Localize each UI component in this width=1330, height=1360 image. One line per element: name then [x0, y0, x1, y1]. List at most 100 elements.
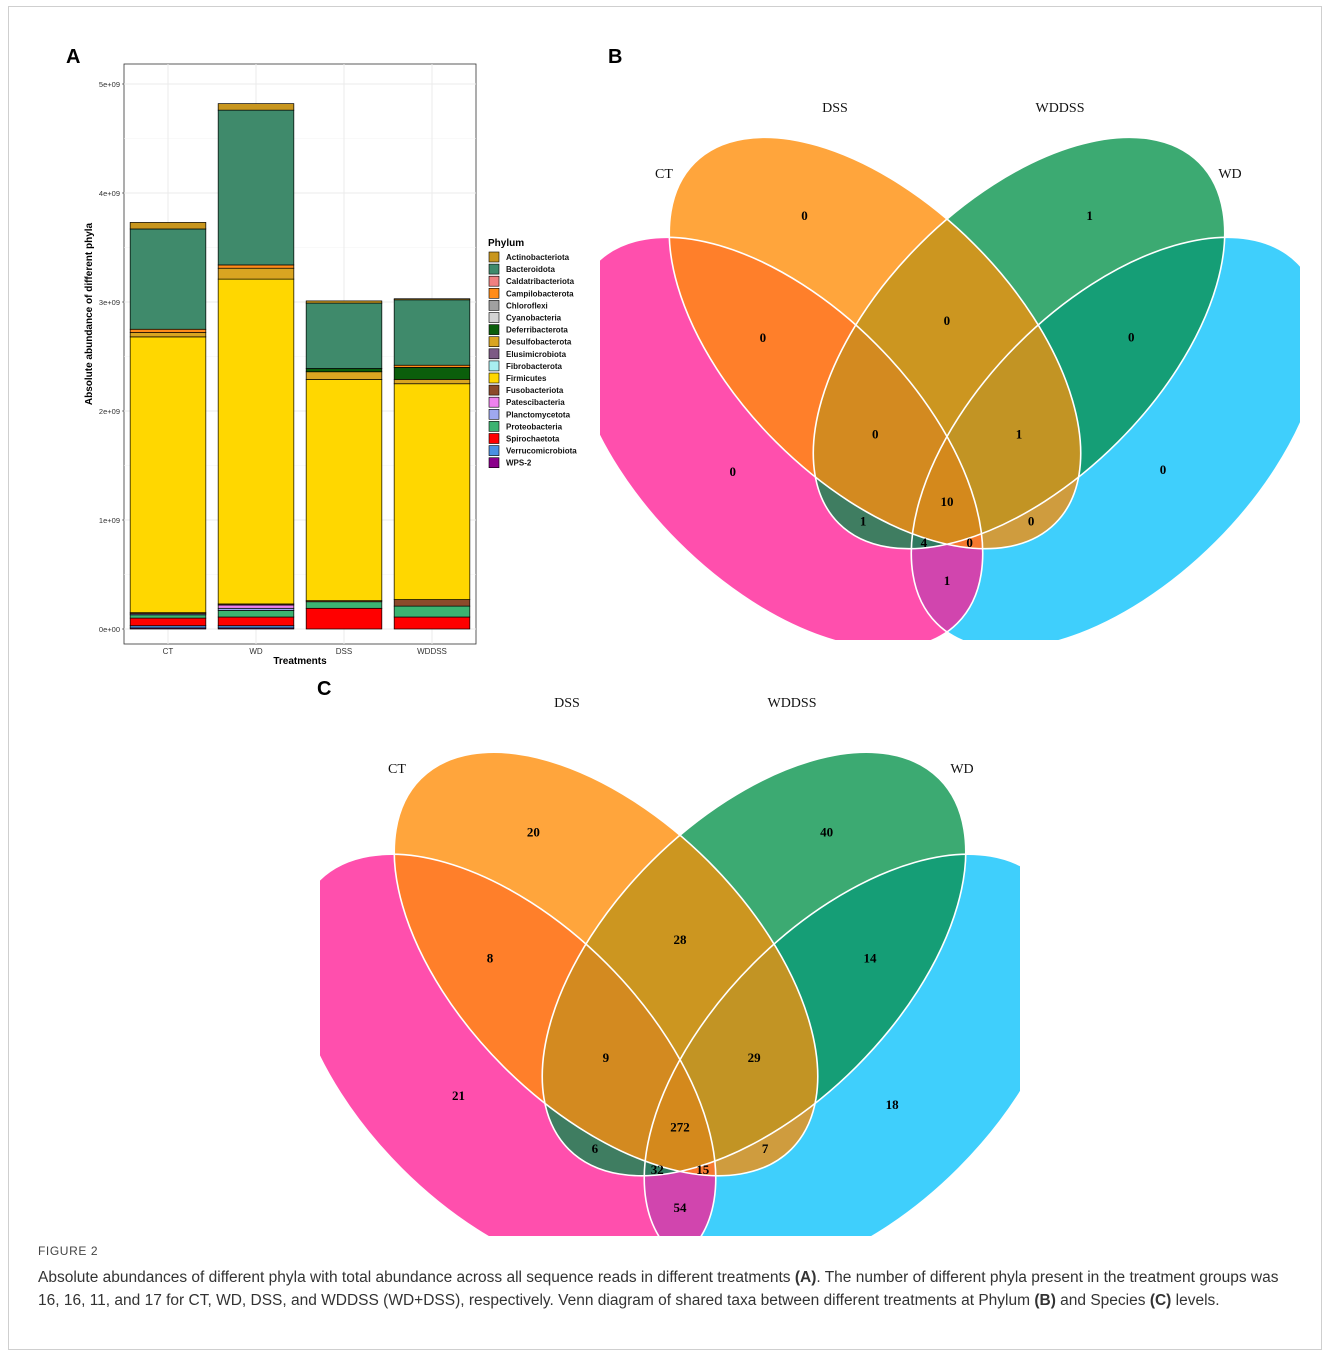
bar-segment	[305, 300, 383, 304]
legend-label: Actinobacteriota	[506, 253, 570, 262]
bar-segment	[129, 222, 207, 230]
bar-segment	[393, 379, 471, 385]
panel-label-c: C	[317, 678, 332, 700]
caption-part-3: and Species	[1055, 1292, 1150, 1309]
venn-count: 0	[944, 313, 951, 328]
y-axis-title: Absolute abundance of different phyla	[84, 222, 95, 405]
bar-segment	[305, 371, 383, 380]
caption-ref-b: (B)	[1034, 1292, 1056, 1309]
venn-label-dss: DSS	[822, 101, 848, 116]
legend-label: Bacteroidota	[506, 265, 555, 274]
legend-swatch	[488, 288, 500, 299]
bar-segment	[217, 610, 295, 618]
venn-outline	[910, 236, 1300, 640]
y-tick-label: 4e+09	[99, 189, 120, 198]
bar-segment	[393, 605, 471, 618]
venn-count: 0	[801, 208, 808, 223]
venn-count: 1	[1016, 427, 1023, 442]
bar-segment	[129, 332, 207, 338]
venn-count: 20	[527, 824, 540, 839]
bar-segment	[129, 228, 207, 330]
venn-count: 6	[592, 1141, 599, 1156]
legend-title: Phylum	[488, 238, 524, 249]
legend-swatch	[488, 360, 500, 372]
y-tick-label: 0e+00	[99, 625, 120, 634]
venn-count: 32	[651, 1162, 664, 1177]
legend-label: Campilobacterota	[506, 289, 574, 298]
y-tick-label: 5e+09	[99, 80, 120, 89]
venn-outline	[541, 751, 967, 1177]
caption-text: Absolute abundances of different phyla w…	[38, 1266, 1298, 1312]
legend-swatch	[488, 251, 500, 263]
caption-part-2: . The number of different phyla present …	[38, 1269, 1279, 1309]
venn-label-dss: DSS	[554, 696, 580, 711]
venn-count: 0	[872, 427, 879, 442]
legend-label: Deferribacterota	[506, 326, 568, 335]
legend-label: Proteobacteria	[506, 422, 563, 431]
bar-segment	[393, 298, 471, 301]
venn-label-wd: WD	[950, 762, 973, 777]
venn-count: 0	[1160, 462, 1167, 477]
venn-count: 7	[762, 1141, 769, 1156]
legend-swatch	[488, 300, 500, 311]
caption-ref-a: (A)	[794, 1269, 817, 1286]
bar-segment	[217, 278, 295, 605]
x-tick-label: CT	[163, 647, 174, 656]
bar-segment	[217, 264, 295, 269]
venn-diagram-species: 21 20 40 18 8 28 14 9 29 272 6 7 32 15 54 CT DSS WDDSS WD	[320, 676, 1020, 1236]
legend-swatch	[488, 336, 500, 348]
venn-label-wddss: WDDSS	[1035, 101, 1084, 116]
venn-label-wddss: WDDSS	[767, 696, 816, 711]
bar-segment	[393, 299, 471, 366]
figure-frame	[8, 6, 1322, 1350]
bar-segment	[217, 109, 295, 266]
venn-outline	[393, 751, 819, 1177]
legend-swatch	[488, 433, 500, 444]
venn-count: 0	[1128, 330, 1135, 345]
bar-segment	[305, 379, 383, 602]
legend-label: Patescibacteria	[506, 398, 565, 407]
legend-label: Fusobacteriota	[506, 386, 564, 395]
bar-segment	[305, 302, 383, 369]
venn-count: 40	[820, 824, 833, 839]
venn-count: 0	[729, 464, 736, 479]
venn-count: 1	[944, 573, 951, 588]
legend-label: Verrucomicrobiota	[506, 447, 577, 456]
venn-label-ct: CT	[388, 762, 406, 777]
x-tick-label: WD	[249, 647, 263, 656]
venn-count: 15	[696, 1162, 710, 1177]
venn-count: 29	[748, 1050, 762, 1065]
legend-label: Desulfobacterota	[506, 338, 572, 347]
panel-label-a: A	[66, 46, 81, 68]
venn-label-wd: WD	[1218, 167, 1241, 182]
venn-count: 54	[674, 1200, 688, 1215]
bar-segment	[393, 367, 471, 380]
venn-outline	[668, 136, 1082, 550]
venn-count: 21	[452, 1088, 465, 1103]
legend-swatch	[488, 384, 500, 396]
venn-count: 18	[886, 1097, 900, 1112]
legend-label: Planctomycetota	[506, 410, 571, 419]
legend-label: Caldatribacteriota	[506, 277, 575, 286]
bar-segment	[129, 617, 207, 627]
legend-swatch	[488, 275, 500, 287]
caption-part-4: levels.	[1171, 1292, 1220, 1309]
legend-swatch	[488, 457, 500, 469]
y-tick-label: 2e+09	[99, 407, 120, 416]
legend-swatch	[488, 396, 500, 408]
bar-segment	[217, 604, 295, 609]
venn-count: 272	[670, 1119, 690, 1134]
x-tick-label: DSS	[336, 647, 352, 656]
bar-segment	[305, 607, 383, 630]
legend-label: Fibrobacterota	[506, 362, 563, 371]
venn-count: 14	[863, 950, 877, 965]
legend-swatch	[488, 263, 500, 275]
bar-segment	[129, 614, 207, 619]
caption-ref-c: (C)	[1149, 1292, 1172, 1309]
venn-outline	[320, 853, 717, 1236]
legend-swatch	[488, 324, 500, 335]
venn-count: 8	[487, 950, 494, 965]
panel-label-b: B	[608, 46, 623, 68]
